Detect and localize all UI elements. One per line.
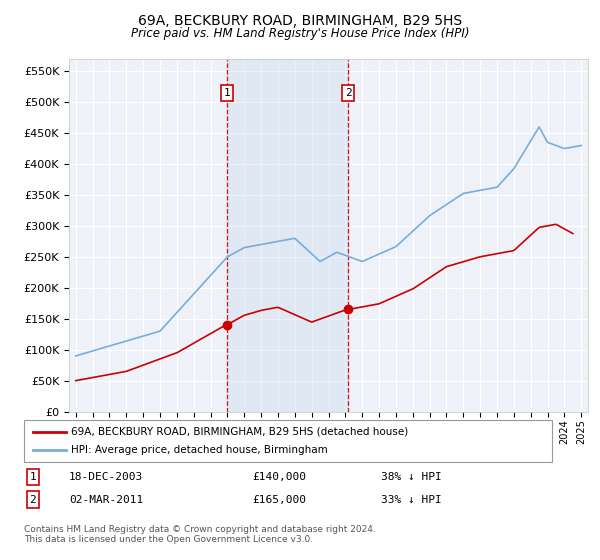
Text: 02-MAR-2011: 02-MAR-2011: [69, 494, 143, 505]
Text: 69A, BECKBURY ROAD, BIRMINGHAM, B29 5HS (detached house): 69A, BECKBURY ROAD, BIRMINGHAM, B29 5HS …: [71, 427, 408, 437]
Text: 1: 1: [29, 472, 37, 482]
Text: 1: 1: [223, 88, 230, 98]
Text: 38% ↓ HPI: 38% ↓ HPI: [381, 472, 442, 482]
Text: 2: 2: [29, 494, 37, 505]
Bar: [227, 59, 348, 412]
Text: Contains HM Land Registry data © Crown copyright and database right 2024.
This d: Contains HM Land Registry data © Crown c…: [24, 525, 376, 544]
Text: HPI: Average price, detached house, Birmingham: HPI: Average price, detached house, Birm…: [71, 445, 328, 455]
Text: 2: 2: [345, 88, 352, 98]
Text: Price paid vs. HM Land Registry's House Price Index (HPI): Price paid vs. HM Land Registry's House …: [131, 27, 469, 40]
Text: £165,000: £165,000: [252, 494, 306, 505]
Text: 69A, BECKBURY ROAD, BIRMINGHAM, B29 5HS: 69A, BECKBURY ROAD, BIRMINGHAM, B29 5HS: [138, 14, 462, 28]
Text: 18-DEC-2003: 18-DEC-2003: [69, 472, 143, 482]
Text: £140,000: £140,000: [252, 472, 306, 482]
Text: 33% ↓ HPI: 33% ↓ HPI: [381, 494, 442, 505]
